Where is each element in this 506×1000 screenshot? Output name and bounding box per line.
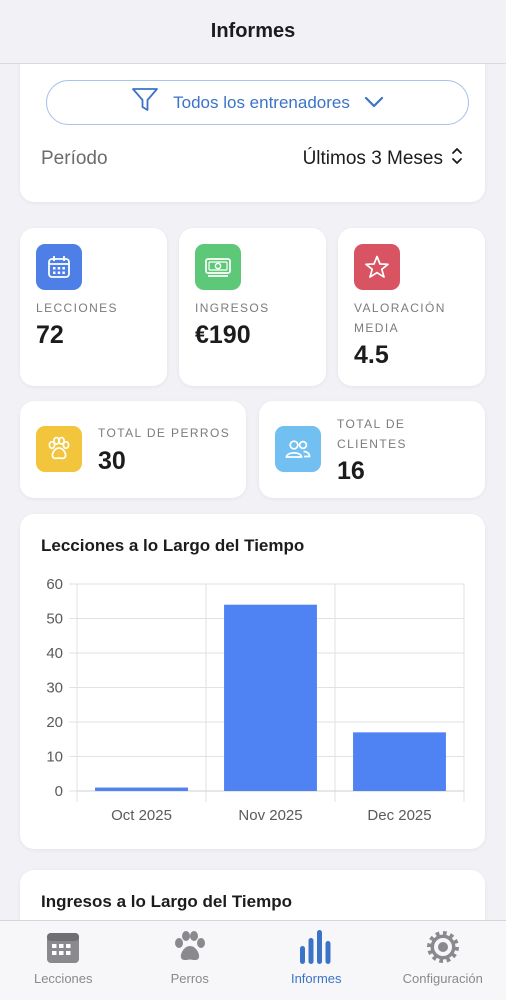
- calendar-icon: [45, 927, 81, 967]
- people-icon: [275, 426, 321, 472]
- tab-dogs[interactable]: Perros: [127, 921, 254, 1000]
- stat-label-clients-line1: TOTAL DE: [337, 417, 406, 431]
- lessons-bar-chart: 0 10 20 30 40 50 60 Oct 2025 Nov 2025 Dec 2025: [46, 576, 465, 824]
- period-row: Período Últimos 3 Meses: [41, 146, 463, 172]
- stat-card-lessons: LECCIONES 72: [20, 228, 167, 386]
- money-icon: [195, 244, 241, 290]
- stat-label-rating-line2: MEDIA: [354, 321, 400, 335]
- stat-card-clients: TOTAL DE CLIENTES 16: [259, 401, 485, 498]
- stat-label-lessons: LECCIONES: [36, 301, 118, 315]
- tab-dogs-label: Perros: [170, 971, 209, 986]
- bar: [224, 604, 317, 791]
- tab-reports-label: Informes: [290, 971, 342, 986]
- stat-value-rating: 4.5: [354, 341, 389, 369]
- stat-label-clients-line2: CLIENTES: [337, 437, 407, 451]
- trainer-filter-label: Todos los entrenadores: [173, 92, 350, 112]
- star-icon: [354, 244, 400, 290]
- stat-value-dogs: 30: [98, 447, 126, 475]
- income-chart-title: Ingresos a lo Largo del Tiempo: [41, 892, 292, 911]
- stat-value-income: €190: [195, 321, 251, 349]
- tab-lessons-label: Lecciones: [33, 971, 93, 986]
- x-tick-label: Nov 2025: [238, 807, 302, 824]
- page-title: Informes: [210, 20, 296, 42]
- stat-value-lessons: 72: [36, 321, 64, 349]
- gear-icon: [425, 927, 461, 967]
- filter-icon: [131, 87, 159, 118]
- lessons-chart-card: Lecciones a lo Largo del Tiempo 0 10 20 30 4…: [20, 514, 485, 849]
- stat-label-rating-line1: VALORACIÓN: [354, 301, 446, 315]
- tab-lessons[interactable]: Lecciones: [0, 921, 127, 1000]
- bar: [353, 732, 446, 791]
- y-tick-label: 40: [46, 645, 63, 662]
- stat-card-rating: VALORACIÓN MEDIA 4.5: [338, 228, 485, 386]
- stat-label-clients: TOTAL DE CLIENTES: [337, 414, 407, 454]
- stat-label-dogs: TOTAL DE PERROS: [98, 426, 231, 440]
- chevron-down-icon: [364, 93, 384, 113]
- x-tick-label: Dec 2025: [367, 807, 431, 824]
- stat-label-income: INGRESOS: [195, 301, 270, 315]
- y-tick-label: 30: [46, 680, 63, 697]
- filter-card: Todos los entrenadores Período Últimos 3…: [20, 40, 485, 202]
- stat-label-rating: VALORACIÓN MEDIA: [354, 298, 446, 338]
- stat-card-dogs: TOTAL DE PERROS 30: [20, 401, 246, 498]
- chevron-up-down-icon: [451, 147, 463, 171]
- navigation-bar: Informes: [0, 0, 506, 64]
- y-tick-label: 50: [46, 611, 63, 628]
- period-value: Últimos 3 Meses: [302, 148, 443, 169]
- tab-reports[interactable]: Informes: [253, 921, 380, 1000]
- y-tick-label: 0: [55, 783, 63, 800]
- x-tick-label: Oct 2025: [111, 807, 172, 824]
- stat-card-income: INGRESOS €190: [179, 228, 326, 386]
- tab-settings[interactable]: Configuración: [380, 921, 506, 1000]
- calendar-icon: [36, 244, 82, 290]
- chart-title: Lecciones a lo Largo del Tiempo: [41, 536, 305, 555]
- stat-value-clients: 16: [337, 457, 365, 485]
- tab-settings-label: Configuración: [402, 971, 483, 986]
- bar-chart-icon: [299, 927, 333, 967]
- paw-icon: [36, 426, 82, 472]
- y-tick-label: 10: [46, 749, 63, 766]
- tab-bar: Lecciones Perros Informes Configuración: [0, 920, 506, 1000]
- bar: [95, 787, 188, 791]
- paw-icon: [171, 927, 209, 967]
- trainer-filter-button[interactable]: Todos los entrenadores: [46, 80, 469, 125]
- period-selector[interactable]: Últimos 3 Meses: [303, 147, 463, 171]
- period-label: Período: [41, 148, 108, 169]
- y-tick-label: 60: [46, 576, 63, 593]
- y-tick-label: 20: [46, 714, 63, 731]
